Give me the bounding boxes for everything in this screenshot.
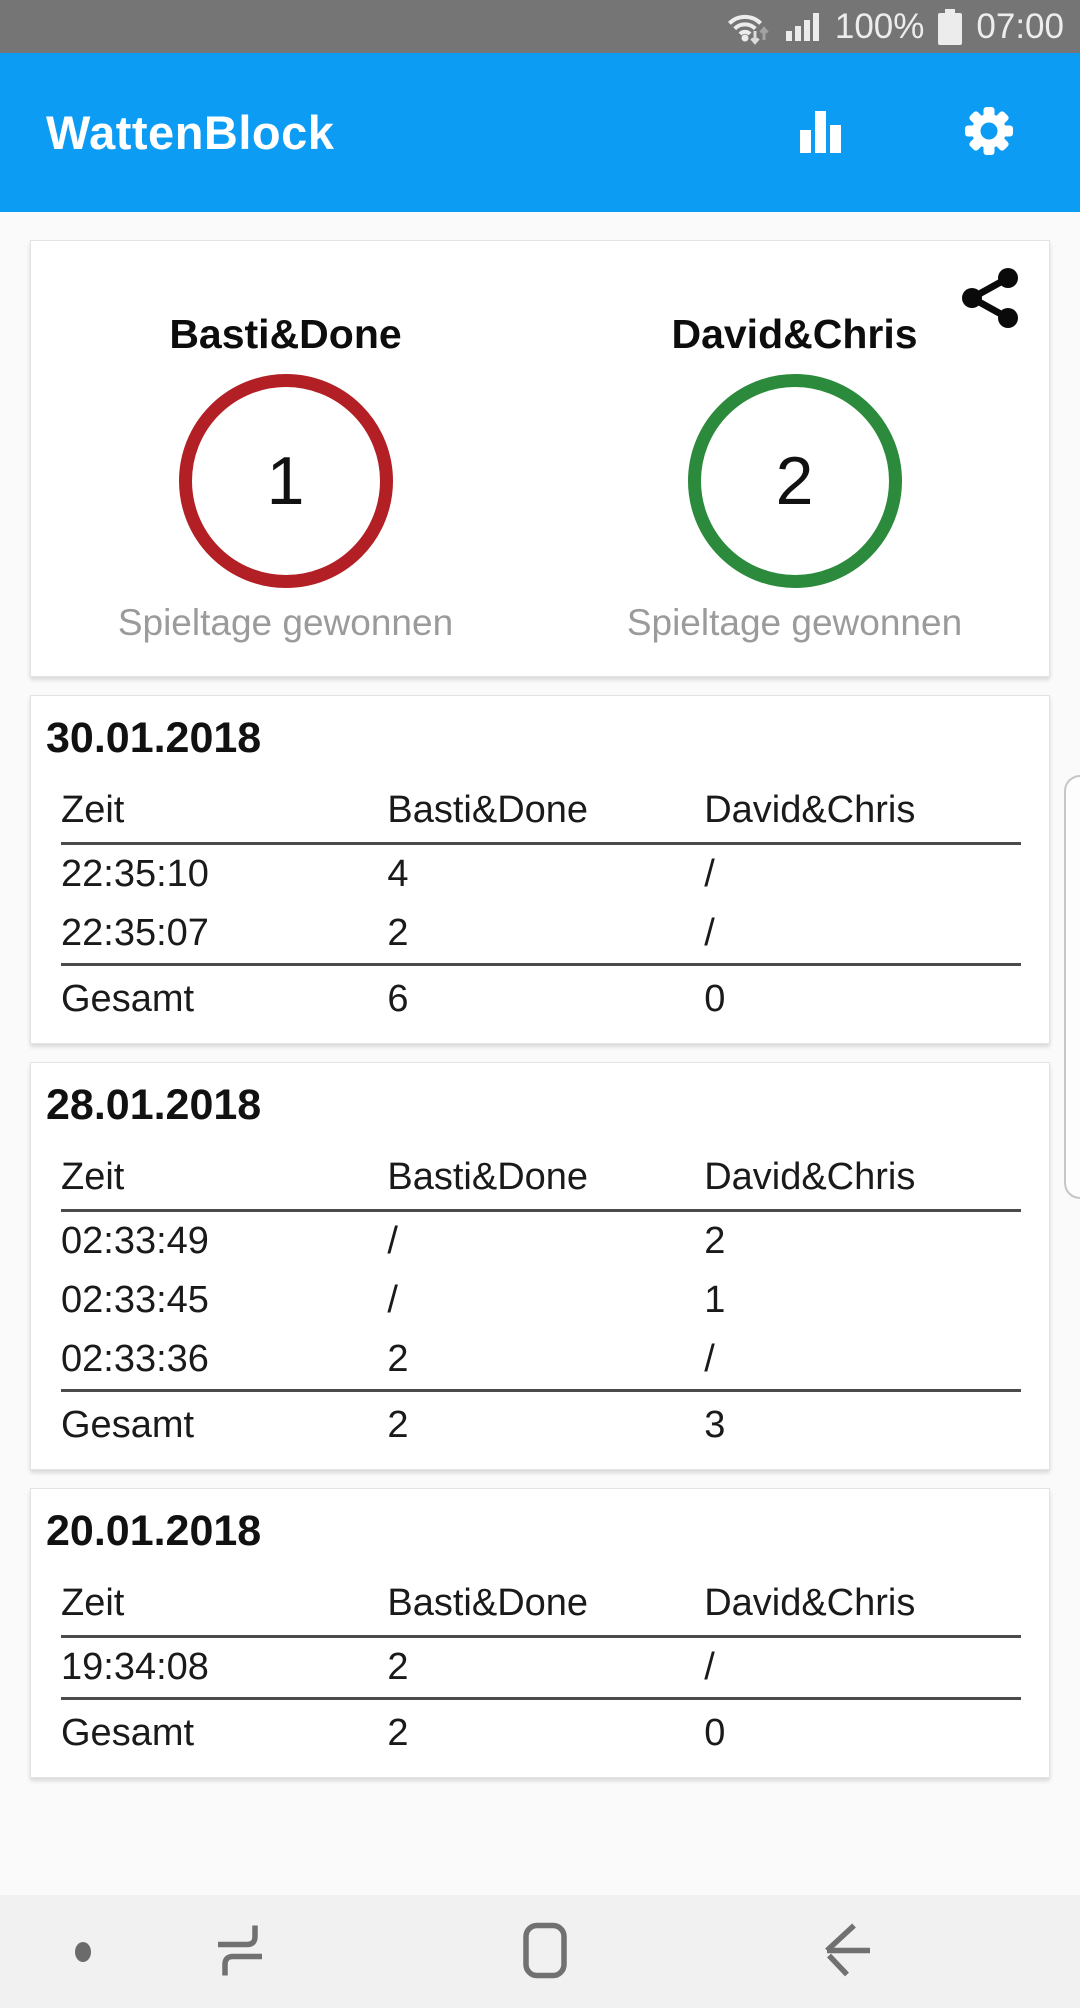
column-header: David&Chris <box>704 1576 1021 1638</box>
result-cell: 4 <box>387 853 409 895</box>
result-row: 02:33:45 / 1 <box>61 1271 1021 1330</box>
result-cell: / <box>704 912 715 954</box>
status-bar: 100% 07:00 <box>0 0 1080 53</box>
team-name: Basti&Done <box>169 311 402 357</box>
game-day-date: 30.01.2018 <box>46 714 262 762</box>
results-table: Zeit Basti&Done David&Chris 02:33:49/2 02:3… <box>61 1150 1021 1455</box>
app-bar: WattenBlock <box>0 53 1080 212</box>
result-cell: Gesamt <box>61 1389 388 1455</box>
result-cell: 2 <box>387 912 409 954</box>
total-row: Gesamt 2 3 <box>61 1389 1021 1455</box>
result-row: 22:35:07 2 / <box>61 904 1021 965</box>
total-row: Gesamt 6 0 <box>61 963 1021 1029</box>
game-day-section: 28.01.2018 Zeit Basti&Done David&Chris 02:… <box>30 1062 1050 1470</box>
signal-strength-icon <box>785 12 819 41</box>
column-header: Basti&Done <box>387 1576 705 1638</box>
bar-chart-icon <box>800 111 841 153</box>
result-cell: 19:34:08 <box>61 1646 209 1688</box>
team-score: 2 <box>775 443 814 519</box>
recents-icon <box>218 1925 262 1975</box>
team-caption: Spieltage gewonnen <box>117 602 454 643</box>
main-content: Basti&Done 1 Spieltage gewonnen David&Ch… <box>0 212 1080 1895</box>
result-cell: / <box>387 1220 398 1262</box>
result-row: 02:33:36 2 / <box>61 1330 1021 1391</box>
result-row: 02:33:49 / 2 <box>61 1211 1021 1272</box>
result-cell: 02:33:45 <box>61 1279 209 1321</box>
game-day-section: 20.01.2018 Zeit Basti&Done David&Chris 19:… <box>30 1488 1050 1778</box>
result-cell: 22:35:10 <box>61 853 209 895</box>
clock: 07:00 <box>976 7 1064 46</box>
team-summary: Basti&Done 1 Spieltage gewonnen <box>31 311 540 644</box>
battery-icon <box>938 8 963 45</box>
recents-button[interactable] <box>207 1917 273 1986</box>
home-button[interactable] <box>512 1917 578 1986</box>
result-row: 22:35:10 4 / <box>61 844 1021 905</box>
results-header-row: Zeit Basti&Done David&Chris <box>61 1150 1021 1212</box>
result-cell: 22:35:07 <box>61 912 209 954</box>
settings-button[interactable] <box>956 98 1022 167</box>
column-header: Basti&Done <box>387 1150 705 1212</box>
result-cell: 02:33:49 <box>61 1220 209 1262</box>
back-icon <box>825 1922 870 1976</box>
battery-percent: 100% <box>834 7 925 46</box>
results-table: Zeit Basti&Done David&Chris 19:34:08 2 / Gesa… <box>61 1576 1021 1763</box>
result-cell: 2 <box>387 1389 705 1455</box>
statistics-button[interactable] <box>792 103 848 162</box>
scrollbar-thumb[interactable] <box>1064 775 1080 1199</box>
result-cell: 2 <box>387 1697 705 1763</box>
team-score: 1 <box>266 443 305 519</box>
app-title: WattenBlock <box>46 106 335 159</box>
share-button[interactable] <box>961 267 1021 332</box>
column-header: Zeit <box>61 1150 388 1212</box>
result-cell: 2 <box>387 1646 409 1688</box>
result-cell: 6 <box>387 963 705 1029</box>
team-score-circle: 1 <box>178 374 393 588</box>
column-header: David&Chris <box>704 1150 1021 1212</box>
result-cell: 2 <box>387 1338 409 1380</box>
result-cell: 3 <box>704 1389 1021 1455</box>
wifi-icon <box>727 14 769 45</box>
result-cell: 0 <box>704 1697 1021 1763</box>
home-icon <box>523 1922 567 1978</box>
team-score-circle: 2 <box>687 374 902 588</box>
column-header: Zeit <box>61 783 388 845</box>
column-header: Zeit <box>61 1576 388 1638</box>
results-header-row: Zeit Basti&Done David&Chris <box>61 783 1021 845</box>
total-row: Gesamt 2 0 <box>61 1697 1021 1763</box>
game-day-list: 30.01.2018 Zeit Basti&Done David&Chris 22:… <box>0 695 1080 1778</box>
results-table: Zeit Basti&Done David&Chris 22:35:10 4/22:3… <box>61 783 1021 1029</box>
result-cell: / <box>387 1279 398 1321</box>
result-cell: 1 <box>704 1279 726 1321</box>
result-cell: Gesamt <box>61 1697 388 1763</box>
summary-card: Basti&Done 1 Spieltage gewonnen David&Ch… <box>30 240 1050 677</box>
results-header-row: Zeit Basti&Done David&Chris <box>61 1576 1021 1638</box>
column-header: David&Chris <box>704 783 1021 845</box>
back-button[interactable] <box>812 1917 878 1986</box>
result-cell: / <box>704 1646 715 1688</box>
gear-icon <box>965 107 1013 155</box>
share-icon <box>962 268 1018 328</box>
team-name: David&Chris <box>671 311 918 357</box>
result-cell: Gesamt <box>61 963 388 1029</box>
column-header: Basti&Done <box>387 783 705 845</box>
result-cell: 0 <box>704 963 1021 1029</box>
game-day-date: 20.01.2018 <box>46 1507 262 1555</box>
game-day-date: 28.01.2018 <box>46 1081 262 1129</box>
team-summary: David&Chris 2 Spieltage gewonnen <box>540 311 1049 644</box>
result-cell: / <box>704 853 715 895</box>
game-day-section: 30.01.2018 Zeit Basti&Done David&Chris 22:… <box>30 695 1050 1044</box>
edge-panel-handle-dot[interactable] <box>75 1941 91 1962</box>
result-cell: / <box>704 1338 715 1380</box>
team-caption: Spieltage gewonnen <box>626 602 963 643</box>
result-cell: 2 <box>704 1220 726 1262</box>
result-row: 19:34:08 2 / <box>61 1637 1021 1699</box>
navigation-bar <box>0 1895 1080 2008</box>
result-cell: 02:33:36 <box>61 1338 209 1380</box>
